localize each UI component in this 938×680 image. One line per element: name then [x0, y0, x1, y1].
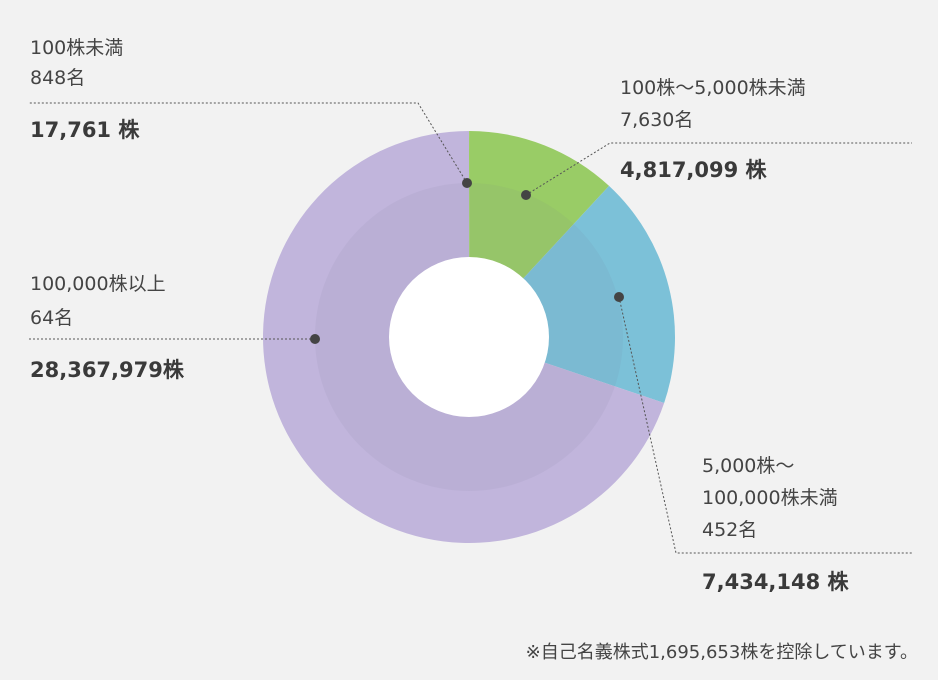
leader-dot-over-100000: [310, 334, 320, 344]
leader-dot-5000-100000: [614, 292, 624, 302]
label-5000-100000-shares: 7,434,148 株: [702, 570, 849, 594]
leader-dot-under-100: [462, 178, 472, 188]
label-over-100000-category: 100,000株以上: [30, 273, 166, 295]
label-under-100-shares: 17,761 株: [30, 118, 140, 142]
footnote: ※自己名義株式1,695,653株を控除しています。: [525, 642, 918, 663]
leader-line-under-100: [28, 102, 468, 184]
label-under-100-category: 100株未満: [30, 37, 124, 59]
label-over-100000-shares: 28,367,979株: [30, 358, 184, 382]
donut-hole: [389, 257, 549, 417]
label-5000-100000-category-line2: 100,000株未満: [702, 487, 838, 509]
label-100-5000-shares: 4,817,099 株: [620, 158, 767, 182]
label-100-5000-category: 100株～5,000株未満: [620, 77, 806, 99]
label-100-5000-holders: 7,630名: [620, 109, 694, 131]
label-5000-100000-holders: 452名: [702, 519, 758, 541]
leader-line-100-5000: [525, 142, 912, 196]
label-under-100-holders: 848名: [30, 67, 86, 89]
leader-dot-100-5000: [521, 190, 531, 200]
label-over-100000-holders: 64名: [30, 307, 74, 329]
leader-lines-group: [28, 102, 912, 554]
label-5000-100000-category-line1: 5,000株～: [702, 455, 795, 477]
